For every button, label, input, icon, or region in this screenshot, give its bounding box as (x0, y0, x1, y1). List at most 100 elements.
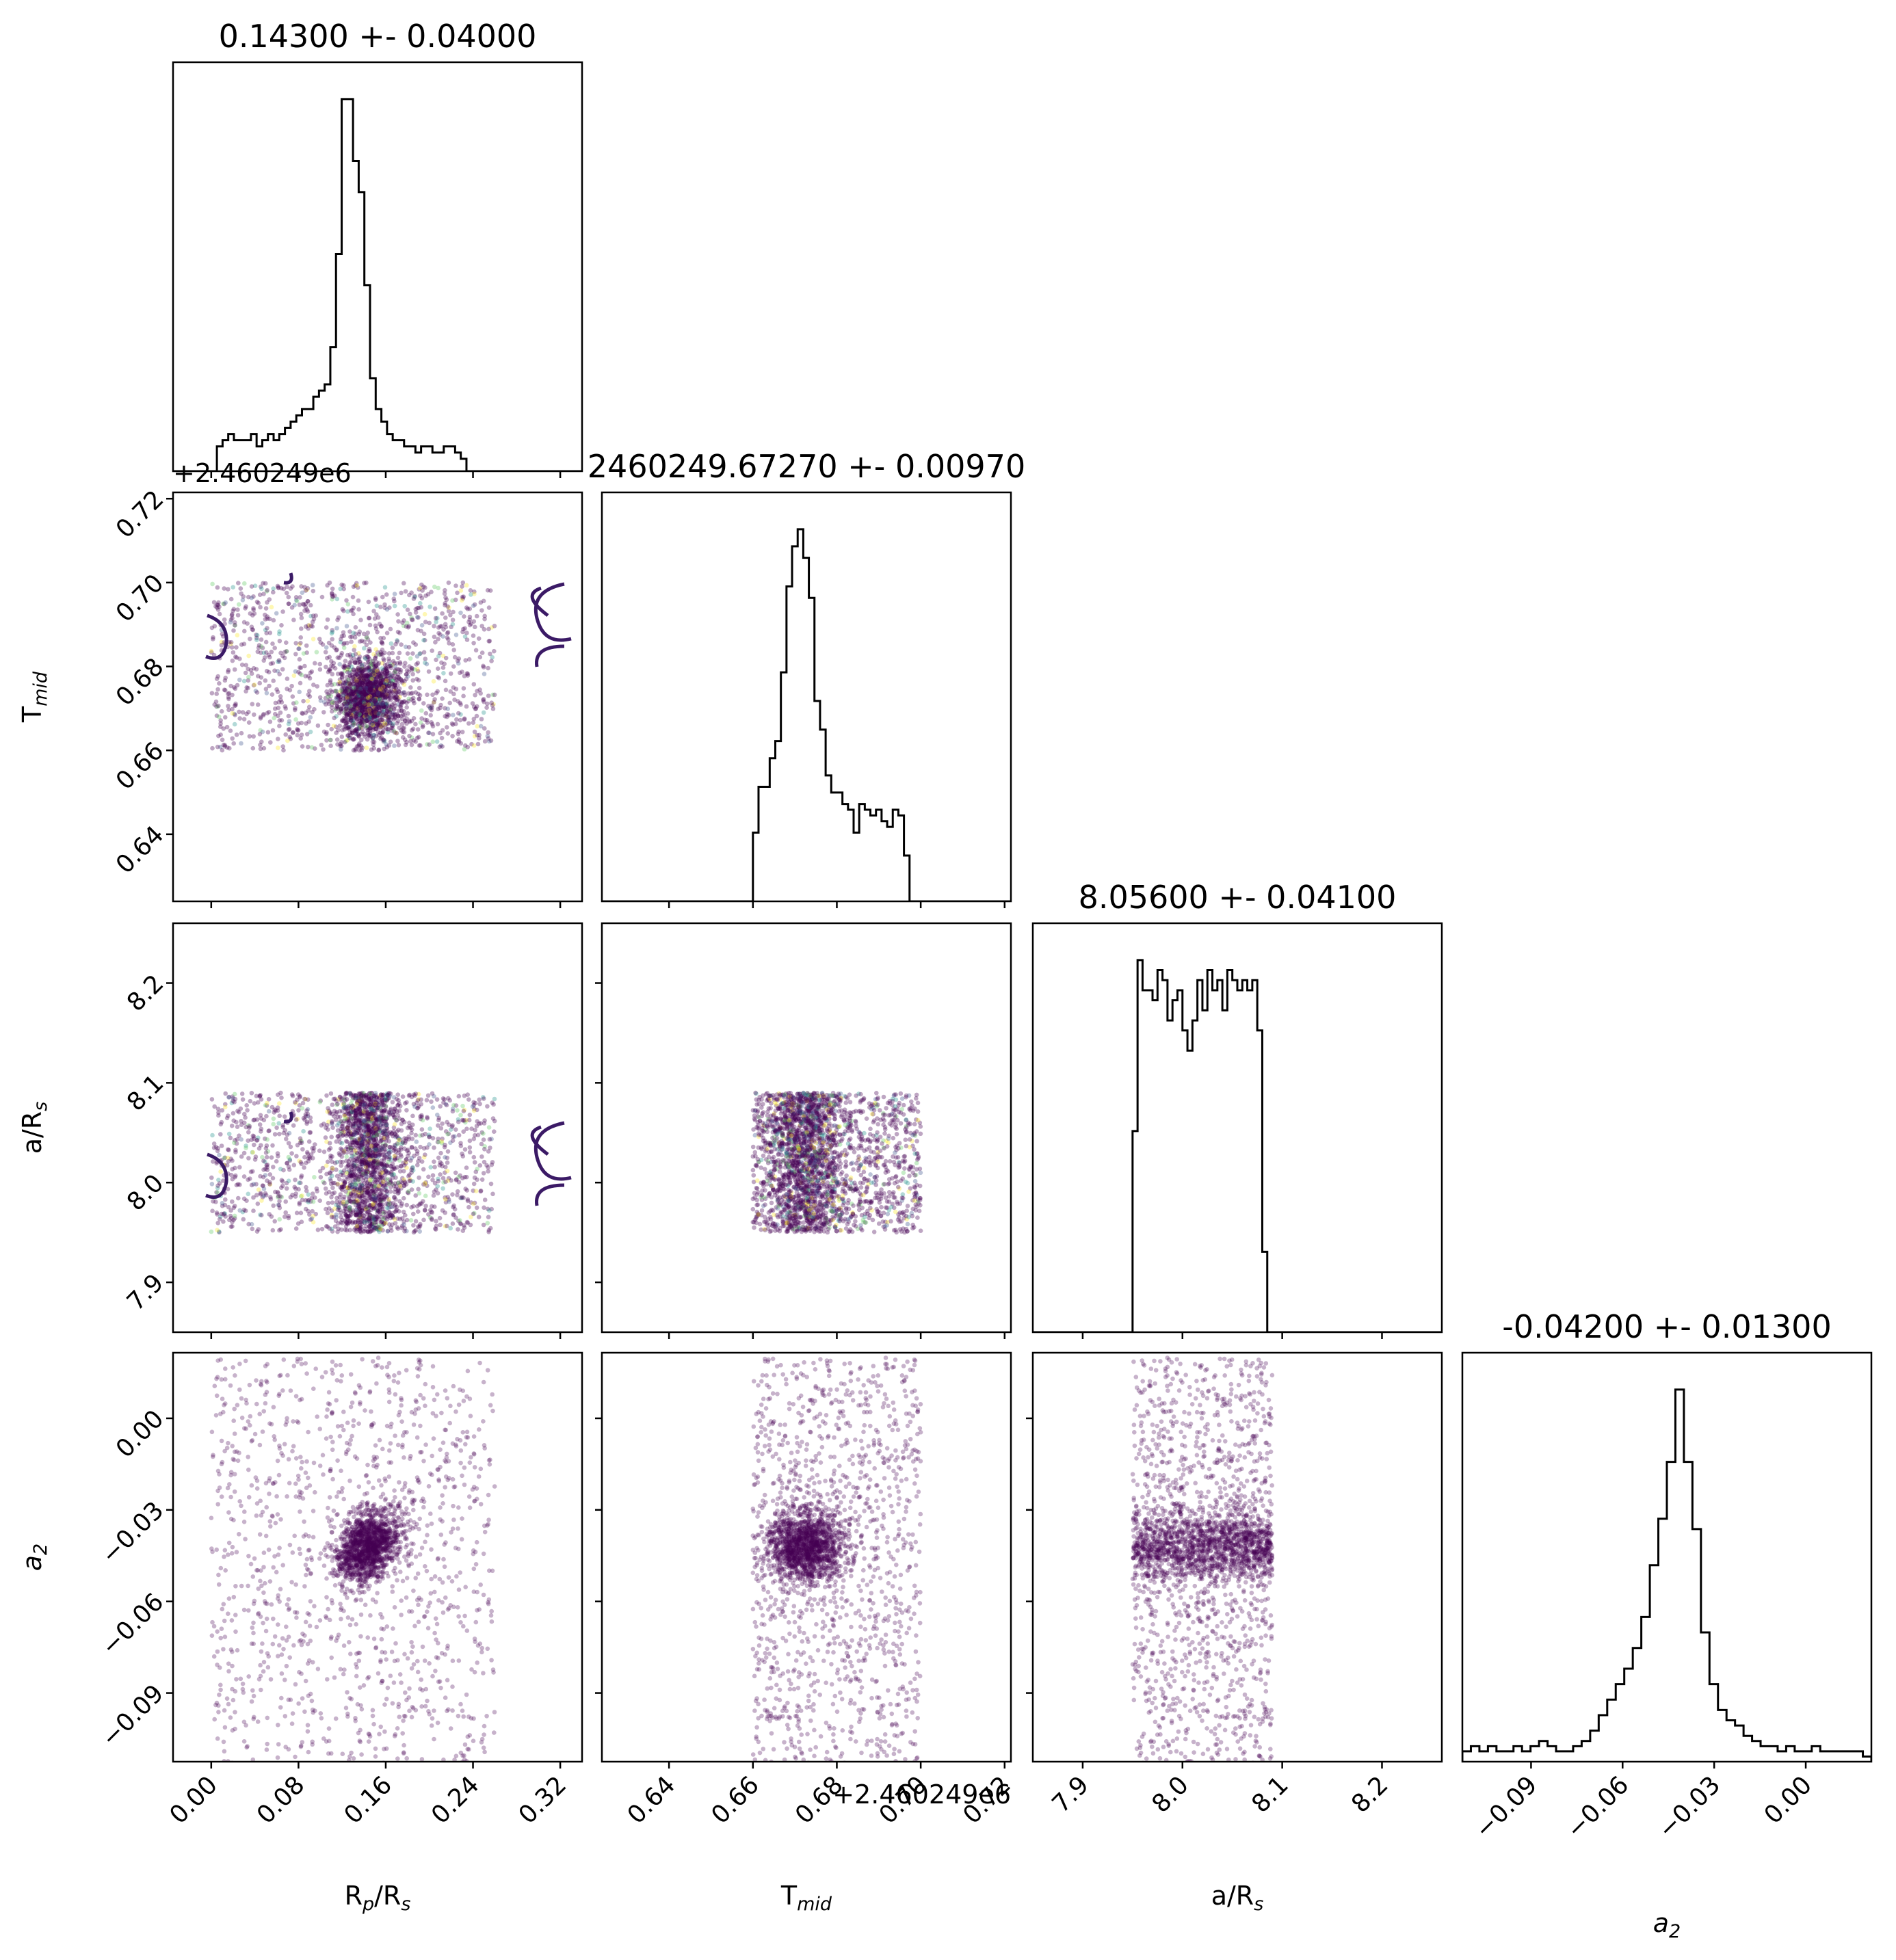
sample-point (393, 670, 397, 675)
sample-point (392, 1122, 397, 1127)
sample-point (373, 708, 379, 713)
sample-point (401, 726, 407, 730)
sample-point (218, 1122, 224, 1127)
sample-point (443, 655, 449, 661)
sample-point (381, 657, 386, 661)
sample-point (354, 1197, 359, 1202)
sample-point (279, 585, 284, 591)
sample-point (488, 588, 493, 593)
sample-point (280, 1183, 285, 1189)
sample-point (335, 695, 340, 700)
sample-point (270, 661, 276, 665)
sample-point (422, 611, 427, 617)
sample-point (275, 1108, 280, 1113)
sample-point (215, 687, 220, 692)
sample-point (373, 672, 378, 677)
sample-point (303, 588, 308, 593)
sample-point (354, 583, 360, 588)
sample-point (284, 1186, 289, 1191)
sample-point (438, 624, 443, 629)
sample-point (341, 630, 346, 635)
sample-point (251, 734, 256, 739)
sample-point (337, 693, 341, 698)
sample-point (357, 703, 363, 708)
sample-point (335, 692, 341, 697)
sample-point (489, 1137, 494, 1141)
sample-point (356, 667, 361, 672)
sample-point (344, 692, 349, 698)
sample-point (290, 1094, 295, 1098)
sample-point (345, 690, 350, 695)
sample-point (384, 1133, 390, 1137)
sample-point (447, 641, 451, 646)
sample-point (265, 730, 271, 734)
sample-point (289, 683, 294, 689)
sample-point (408, 691, 414, 696)
sample-point (486, 730, 490, 735)
sample-point (370, 736, 376, 741)
sample-point (477, 687, 482, 692)
sample-point (347, 652, 353, 657)
sample-point (243, 1145, 248, 1150)
sample-point (365, 631, 370, 635)
sample-point (442, 661, 447, 666)
sample-point (438, 632, 443, 637)
sample-point (347, 693, 352, 699)
sample-point (434, 739, 440, 744)
sample-point (451, 1102, 456, 1108)
sample-point (215, 744, 220, 750)
sample-point (366, 732, 371, 738)
sample-point (373, 733, 379, 739)
sample-point (390, 1145, 395, 1150)
sample-point (380, 703, 384, 708)
sample-point (408, 685, 413, 690)
sample-point (384, 668, 389, 674)
sample-point (356, 693, 362, 698)
sample-point (347, 696, 353, 702)
sample-point (434, 620, 438, 624)
sample-point (385, 730, 391, 734)
sample-point (257, 592, 263, 597)
sample-point (306, 674, 311, 679)
sample-point (444, 597, 449, 602)
sample-point (366, 695, 371, 700)
sample-point (341, 1168, 347, 1173)
sample-point (438, 1222, 443, 1228)
sample-point (353, 1109, 358, 1113)
sample-point (368, 687, 373, 692)
sample-point (378, 683, 383, 689)
sample-point (254, 690, 260, 695)
sample-point (224, 745, 230, 750)
sample-point (380, 666, 384, 671)
sample-point (373, 698, 378, 702)
sample-point (339, 1163, 344, 1168)
sample-point (455, 590, 460, 596)
sample-point (345, 688, 351, 693)
sample-point (311, 588, 316, 594)
sample-point (414, 615, 420, 620)
sample-point (278, 1167, 283, 1171)
sample-point (373, 696, 378, 702)
sample-point (381, 718, 386, 723)
sample-point (303, 605, 308, 609)
sample-point (375, 668, 380, 673)
sample-point (354, 727, 358, 732)
sample-point (364, 693, 369, 698)
sample-point (369, 686, 374, 691)
sample-point (356, 701, 361, 706)
sample-point (235, 1124, 240, 1129)
sample-point (363, 707, 367, 713)
sample-point (462, 717, 467, 722)
sample-point (371, 694, 376, 700)
sample-point (295, 728, 301, 733)
sample-point (334, 703, 340, 708)
sample-point (371, 681, 377, 686)
sample-point (421, 584, 426, 590)
sample-point (445, 1168, 450, 1174)
sample-point (306, 692, 311, 697)
sample-point (304, 643, 309, 648)
sample-point (226, 1113, 231, 1118)
sample-point (392, 1157, 397, 1163)
sample-point (341, 684, 345, 689)
sample-point (367, 1152, 372, 1158)
